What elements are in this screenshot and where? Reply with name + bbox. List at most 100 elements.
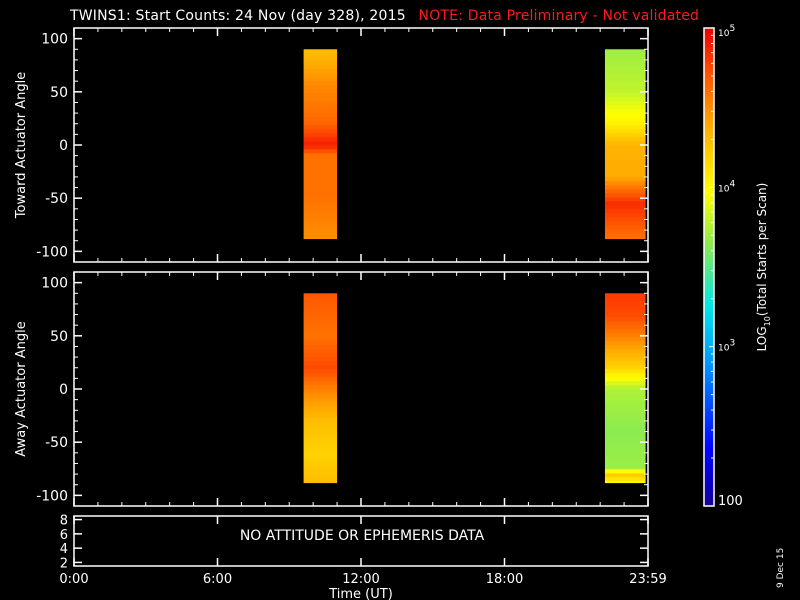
heatmap-cell bbox=[604, 425, 646, 430]
colorbar-cell bbox=[704, 232, 714, 235]
colorbar-cell bbox=[704, 392, 714, 395]
heatmap-cell bbox=[303, 237, 338, 240]
x-tick-label: 12:00 bbox=[342, 572, 379, 587]
colorbar-cell bbox=[704, 324, 714, 327]
heatmap-cell bbox=[604, 57, 646, 62]
colorbar-cell bbox=[704, 122, 714, 125]
colorbar-cell bbox=[704, 46, 714, 49]
heatmap-cell bbox=[303, 53, 338, 58]
heatmap-cell bbox=[303, 221, 338, 226]
colorbar-cell bbox=[704, 84, 714, 87]
heatmap-cell bbox=[303, 293, 338, 298]
colorbar-tick-exponent: 3 bbox=[729, 339, 735, 349]
colorbar-cell bbox=[704, 214, 714, 217]
colorbar-cell bbox=[704, 182, 714, 185]
colorbar-cell bbox=[704, 396, 714, 399]
colorbar-tick-exponent: 4 bbox=[729, 179, 735, 189]
colorbar-cell bbox=[704, 228, 714, 231]
colorbar-cell bbox=[704, 114, 714, 117]
colorbar-cell bbox=[704, 230, 714, 233]
heatmap-cell bbox=[303, 377, 338, 382]
heatmap-cell bbox=[303, 337, 338, 342]
colorbar-label-rest: (Total Starts per Scan) bbox=[755, 183, 769, 317]
colorbar-cell bbox=[704, 284, 714, 287]
colorbar-cell bbox=[704, 96, 714, 99]
colorbar-cell bbox=[704, 254, 714, 257]
colorbar-cell bbox=[704, 200, 714, 203]
heatmap-cell bbox=[604, 213, 646, 218]
colorbar-cell bbox=[704, 316, 714, 319]
heatmap-cell bbox=[303, 57, 338, 62]
heatmap-cell bbox=[303, 329, 338, 334]
colorbar-cell bbox=[704, 48, 714, 51]
heatmap-cell bbox=[604, 153, 646, 158]
colorbar-cell bbox=[704, 436, 714, 439]
heatmap-cell bbox=[303, 309, 338, 314]
heatmap-cell bbox=[604, 393, 646, 398]
heatmap-cell bbox=[303, 209, 338, 214]
colorbar-cell bbox=[704, 222, 714, 225]
y-axis-label: Toward Actuator Angle bbox=[14, 72, 29, 219]
heatmap-cell bbox=[604, 165, 646, 170]
heatmap-cell bbox=[303, 153, 338, 158]
x-tick-label: 0:00 bbox=[59, 572, 88, 587]
heatmap-cell bbox=[604, 361, 646, 366]
heatmap-cell bbox=[303, 445, 338, 450]
heatmap-cell bbox=[303, 229, 338, 234]
colorbar-cell bbox=[704, 120, 714, 123]
heatmap-cell bbox=[604, 117, 646, 122]
colorbar-cell bbox=[704, 274, 714, 277]
colorbar-cell bbox=[704, 148, 714, 151]
heatmap-cell bbox=[604, 201, 646, 206]
heatmap-cell bbox=[303, 481, 338, 484]
heatmap-cell bbox=[303, 113, 338, 118]
y-tick-label: 0 bbox=[59, 382, 68, 398]
colorbar-cell bbox=[704, 80, 714, 83]
colorbar-cell bbox=[704, 220, 714, 223]
colorbar-cell bbox=[704, 484, 714, 487]
colorbar-cell bbox=[704, 132, 714, 135]
colorbar-cell bbox=[704, 92, 714, 95]
heatmap-cell bbox=[604, 333, 646, 338]
colorbar-cell bbox=[704, 126, 714, 129]
colorbar-cell bbox=[704, 54, 714, 57]
colorbar-cell bbox=[704, 340, 714, 343]
data-block bbox=[303, 49, 338, 240]
heatmap-cell bbox=[303, 381, 338, 386]
colorbar-cell bbox=[704, 450, 714, 453]
heatmap-cell bbox=[604, 469, 646, 474]
title-note: NOTE: Data Preliminary - Not validated bbox=[418, 8, 700, 24]
colorbar-cell bbox=[704, 270, 714, 273]
colorbar-cell bbox=[704, 160, 714, 163]
colorbar-cell bbox=[704, 458, 714, 461]
heatmap-cell bbox=[303, 345, 338, 350]
heatmap-cell bbox=[604, 229, 646, 234]
colorbar-cell bbox=[704, 454, 714, 457]
colorbar-cell bbox=[704, 172, 714, 175]
heatmap-cell bbox=[303, 157, 338, 162]
colorbar-cell bbox=[704, 490, 714, 493]
heatmap-cell bbox=[303, 61, 338, 66]
heatmap-cell bbox=[303, 389, 338, 394]
colorbar-cell bbox=[704, 138, 714, 141]
heatmap-cell bbox=[604, 185, 646, 190]
colorbar-cell bbox=[704, 212, 714, 215]
colorbar-cell bbox=[704, 140, 714, 143]
colorbar-gradient bbox=[704, 28, 714, 507]
heatmap-cell bbox=[604, 129, 646, 134]
heatmap-cell bbox=[604, 297, 646, 302]
heatmap-cell bbox=[303, 429, 338, 434]
colorbar-cell bbox=[704, 56, 714, 59]
heatmap-cell bbox=[303, 401, 338, 406]
colorbar-cell bbox=[704, 188, 714, 191]
colorbar-cell bbox=[704, 104, 714, 107]
colorbar-cell bbox=[704, 424, 714, 427]
colorbar-cell bbox=[704, 302, 714, 305]
heatmap-cell bbox=[604, 197, 646, 202]
heatmap-cell bbox=[604, 141, 646, 146]
heatmap-cell bbox=[303, 201, 338, 206]
colorbar-cell bbox=[704, 374, 714, 377]
heatmap-cell bbox=[303, 321, 338, 326]
heatmap-cell bbox=[303, 297, 338, 302]
y-tick-label: 6 bbox=[60, 528, 68, 543]
